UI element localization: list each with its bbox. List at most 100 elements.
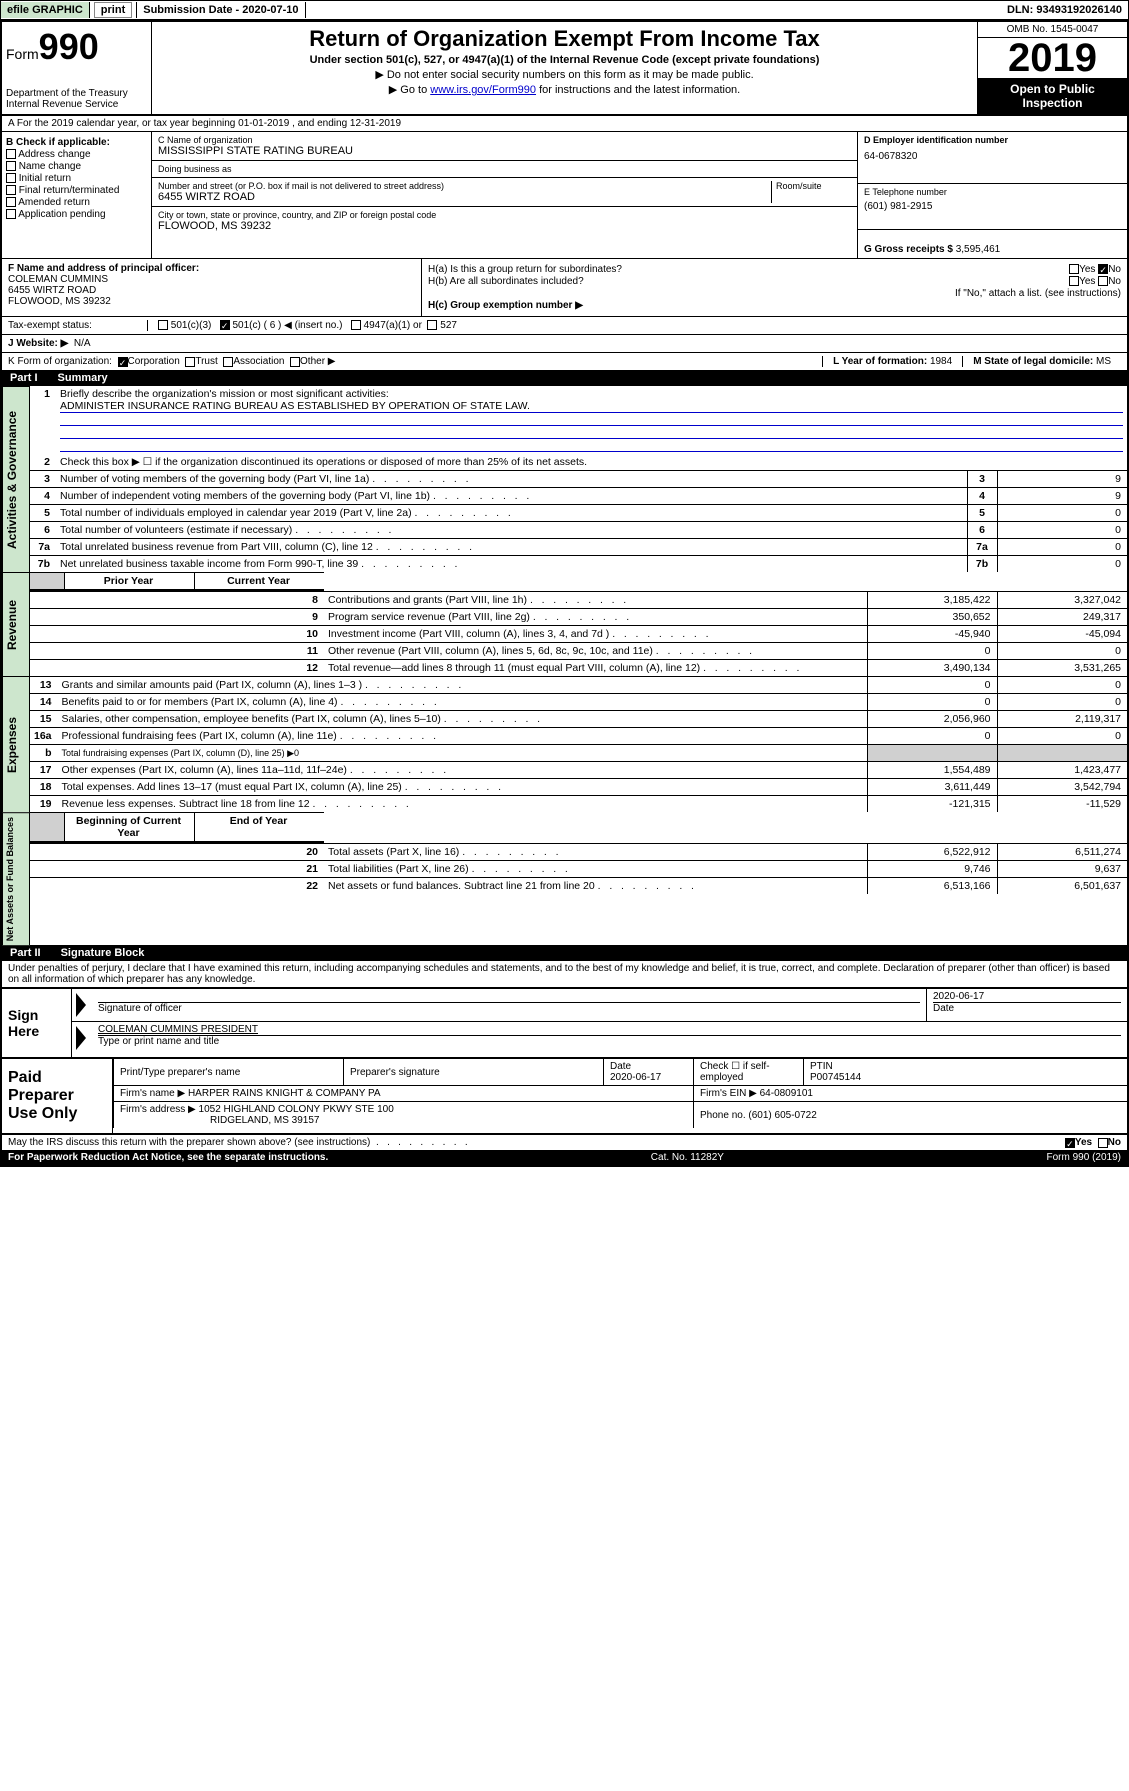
- l-label: L Year of formation:: [833, 356, 927, 367]
- discuss-label: May the IRS discuss this return with the…: [8, 1137, 370, 1148]
- mission-label: Briefly describe the organization's miss…: [60, 388, 389, 400]
- assoc-checkbox[interactable]: [223, 357, 233, 367]
- hb-yes-checkbox[interactable]: [1069, 276, 1079, 286]
- ptin-label: PTIN: [810, 1061, 833, 1072]
- officer-printed-name: COLEMAN CUMMINS PRESIDENT: [98, 1024, 258, 1035]
- efile-label: efile GRAPHIC: [1, 2, 90, 18]
- open-public-2: Inspection: [1022, 96, 1082, 110]
- part-2-header: Part II Signature Block: [2, 945, 1127, 961]
- header-right: OMB No. 1545-0047 2019 Open to PublicIns…: [977, 22, 1127, 114]
- checkbox-app-pending[interactable]: [6, 209, 16, 219]
- checkbox-final-return[interactable]: [6, 185, 16, 195]
- officer-label: F Name and address of principal officer:: [8, 263, 199, 274]
- ptin-value: P00745144: [810, 1072, 861, 1083]
- 4947-checkbox[interactable]: [351, 320, 361, 330]
- checkbox-name-change[interactable]: [6, 161, 16, 171]
- address-value: 6455 WIRTZ ROAD: [158, 191, 771, 203]
- firm-phone-label: Phone no.: [700, 1110, 746, 1121]
- net-assets-section: Net Assets or Fund Balances Beginning of…: [2, 812, 1127, 945]
- firm-addr1: 1052 HIGHLAND COLONY PKWY STE 100: [199, 1104, 394, 1115]
- discuss-no-checkbox[interactable]: [1098, 1138, 1108, 1148]
- sig-date: 2020-06-17: [933, 991, 1121, 1003]
- discuss-row: May the IRS discuss this return with the…: [2, 1133, 1127, 1150]
- other-checkbox[interactable]: [290, 357, 300, 367]
- 527-checkbox[interactable]: [427, 320, 437, 330]
- form-990: Form990 Department of the Treasury Inter…: [0, 20, 1129, 1167]
- exp-lines-table: 13Grants and similar amounts paid (Part …: [30, 676, 1127, 812]
- part-1-title: Summary: [58, 372, 108, 384]
- form-header: Form990 Department of the Treasury Inter…: [2, 22, 1127, 116]
- current-year-header: Current Year: [194, 572, 324, 589]
- firm-addr2: RIDGELAND, MS 39157: [120, 1115, 320, 1126]
- subtitle-1: Under section 501(c), 527, or 4947(a)(1)…: [156, 54, 973, 66]
- firm-ein: 64-0809101: [760, 1088, 813, 1099]
- prior-year-header: Prior Year: [64, 572, 194, 589]
- phone-label: E Telephone number: [864, 187, 1121, 197]
- cat-no: Cat. No. 11282Y: [651, 1152, 724, 1163]
- checkbox-initial-return[interactable]: [6, 173, 16, 183]
- form990-link[interactable]: www.irs.gov/Form990: [430, 84, 536, 96]
- ein-value: 64-0678320: [864, 151, 1121, 162]
- corp-checkbox[interactable]: ✓: [118, 357, 128, 367]
- perjury-statement: Under penalties of perjury, I declare th…: [2, 961, 1127, 987]
- officer-addr2: FLOWOOD, MS 39232: [8, 296, 111, 307]
- top-toolbar: efile GRAPHIC print Submission Date - 20…: [0, 0, 1129, 20]
- checkbox-address-change[interactable]: [6, 149, 16, 159]
- sig-date-label: Date: [933, 1003, 954, 1014]
- city-value: FLOWOOD, MS 39232: [158, 220, 851, 232]
- firm-ein-label: Firm's EIN ▶: [700, 1088, 757, 1099]
- m-label: M State of legal domicile:: [973, 356, 1093, 367]
- ha-yes-checkbox[interactable]: [1069, 264, 1079, 274]
- form-number: 990: [39, 26, 99, 67]
- part-1-header: Part I Summary: [2, 370, 1127, 386]
- dln-label: DLN: 93493192026140: [1001, 2, 1128, 18]
- sign-here-label: Sign Here: [2, 989, 72, 1057]
- revenue-tab: Revenue: [2, 572, 30, 676]
- checkbox-amended[interactable]: [6, 197, 16, 207]
- governance-section: Activities & Governance 1 Briefly descri…: [2, 386, 1127, 572]
- website-row: J Website: ▶ N/A: [2, 334, 1127, 352]
- mission-text: ADMINISTER INSURANCE RATING BUREAU AS ES…: [60, 400, 1123, 413]
- end-year-header: End of Year: [194, 812, 324, 841]
- firm-phone: (601) 605-0722: [748, 1110, 816, 1121]
- m-value: MS: [1096, 356, 1111, 367]
- self-employed-label: Check ☐ if self-employed: [700, 1061, 770, 1083]
- line-2: Check this box ▶ ☐ if the organization d…: [56, 454, 1127, 470]
- print-button[interactable]: print: [94, 2, 132, 18]
- gross-receipts-value: 3,595,461: [956, 244, 1001, 255]
- trust-checkbox[interactable]: [185, 357, 195, 367]
- officer-name: COLEMAN CUMMINS: [8, 274, 108, 285]
- 501c-checkbox[interactable]: ✓: [220, 320, 230, 330]
- part-1-no: Part I: [10, 372, 38, 384]
- name-title-label: Type or print name and title: [98, 1036, 219, 1047]
- paid-preparer-section: Paid Preparer Use Only Print/Type prepar…: [2, 1057, 1127, 1133]
- col-c-org-info: C Name of organizationMISSISSIPPI STATE …: [152, 132, 857, 258]
- paperwork-notice: For Paperwork Reduction Act Notice, see …: [8, 1152, 328, 1163]
- hb-no-checkbox[interactable]: [1098, 276, 1108, 286]
- prep-name-label: Print/Type preparer's name: [120, 1067, 240, 1078]
- revenue-section: Revenue Prior YearCurrent Year 8Contribu…: [2, 572, 1127, 676]
- col-d-e-g: D Employer identification number64-06783…: [857, 132, 1127, 258]
- submission-date: Submission Date - 2020-07-10: [136, 2, 305, 18]
- discuss-yes-checkbox[interactable]: ✓: [1065, 1138, 1075, 1148]
- room-label: Room/suite: [776, 181, 851, 191]
- part-2-title: Signature Block: [61, 947, 145, 959]
- rev-lines-table: Prior YearCurrent Year 8Contributions an…: [30, 572, 1127, 676]
- gov-lines-table: 3Number of voting members of the governi…: [30, 470, 1127, 572]
- sign-arrow-icon: [76, 993, 86, 1017]
- firm-addr-label: Firm's address ▶: [120, 1104, 196, 1115]
- dept-irs: Internal Revenue Service: [6, 99, 147, 110]
- tax-exempt-label: Tax-exempt status:: [8, 320, 148, 331]
- k-l-m-row: K Form of organization: ✓ Corporation Tr…: [2, 352, 1127, 370]
- footer-bar: For Paperwork Reduction Act Notice, see …: [2, 1150, 1127, 1165]
- sign-arrow-2-icon: [76, 1026, 86, 1050]
- section-f-h: F Name and address of principal officer:…: [2, 258, 1127, 316]
- 501c3-checkbox[interactable]: [158, 320, 168, 330]
- net-lines-table: Beginning of Current YearEnd of Year 20T…: [30, 812, 1127, 894]
- header-mid: Return of Organization Exempt From Incom…: [152, 22, 977, 114]
- prep-sig-label: Preparer's signature: [350, 1067, 440, 1078]
- firm-name-label: Firm's name ▶: [120, 1088, 185, 1099]
- beginning-year-header: Beginning of Current Year: [64, 812, 194, 841]
- expenses-tab: Expenses: [2, 676, 30, 812]
- ha-no-checkbox[interactable]: ✓: [1098, 264, 1108, 274]
